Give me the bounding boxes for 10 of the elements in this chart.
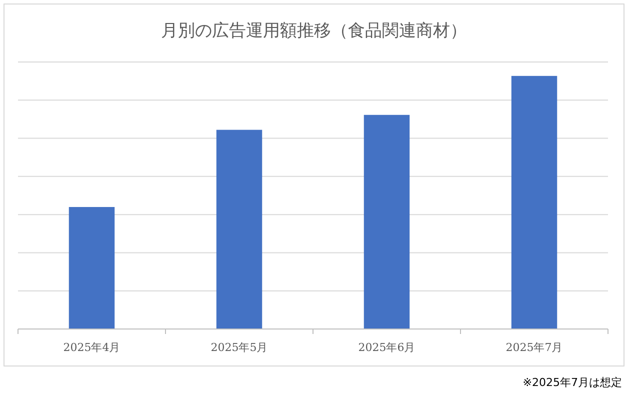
x-tick-label: 2025年4月 [63, 341, 120, 354]
bar [216, 130, 262, 329]
text: ※2025年7月は想定 [522, 376, 622, 389]
bar [364, 114, 410, 329]
x-tick-label: 2025年6月 [358, 341, 416, 354]
bar [68, 207, 115, 329]
x-tick-label: 2025年7月 [506, 341, 563, 354]
x-tick-label: 2025年5月 [210, 341, 268, 354]
bar [511, 76, 558, 329]
chart-title: 月別の広告運用額推移（食品関連商材） [161, 21, 467, 41]
